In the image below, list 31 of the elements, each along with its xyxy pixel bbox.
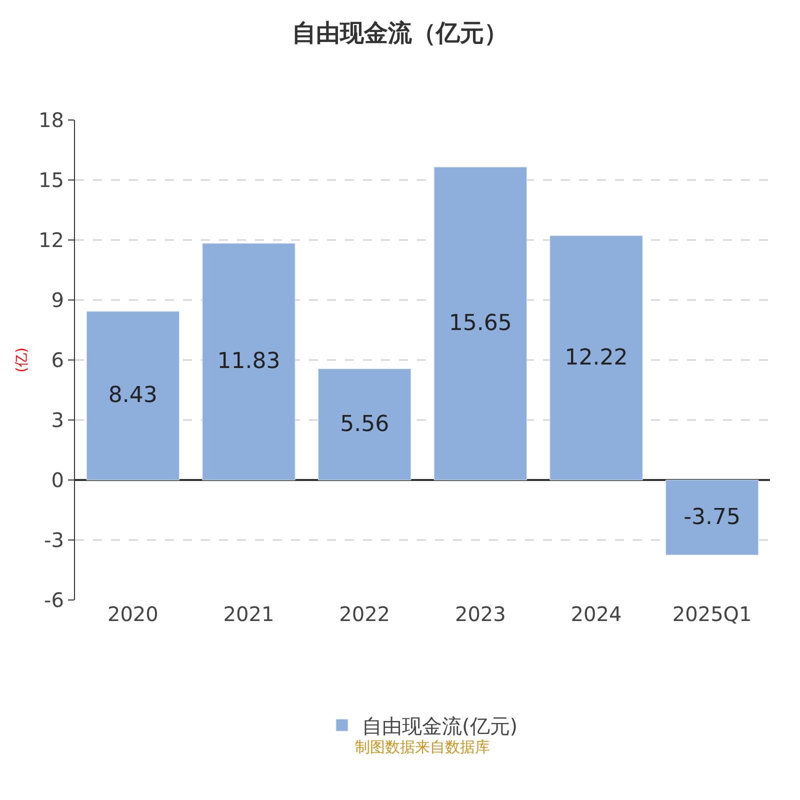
y-axis-title: (亿) xyxy=(14,348,30,372)
bar xyxy=(434,166,527,480)
y-tick-label: -3 xyxy=(44,528,64,552)
bar xyxy=(202,243,296,480)
chart-title: 自由现金流（亿元） xyxy=(292,18,508,47)
data-label: 11.83 xyxy=(217,349,280,374)
bar xyxy=(666,480,759,556)
x-tick-label: 2020 xyxy=(107,602,158,626)
data-label: 8.43 xyxy=(108,383,158,408)
x-tick-label: 2022 xyxy=(339,602,390,626)
text: 制图数据来自数据库 xyxy=(355,738,490,756)
y-tick-label: 18 xyxy=(38,108,64,132)
x-tick-label: 2021 xyxy=(223,602,274,626)
y-tick-label: 3 xyxy=(51,408,64,432)
y-tick-label: 9 xyxy=(51,288,64,312)
bar xyxy=(550,235,643,480)
x-tick-label: 2025Q1 xyxy=(672,602,752,626)
data-label: 5.56 xyxy=(340,412,390,437)
y-tick-label: -6 xyxy=(44,588,64,612)
data-label: -3.75 xyxy=(684,505,741,530)
y-tick-label: 12 xyxy=(38,228,64,252)
bar xyxy=(318,368,412,480)
y-tick-label: 0 xyxy=(51,468,64,492)
data-label: 15.65 xyxy=(448,311,512,336)
bar xyxy=(86,311,180,480)
data-label: 12.22 xyxy=(564,345,628,370)
y-tick-label: 15 xyxy=(38,168,64,192)
x-tick-label: 2023 xyxy=(454,602,506,626)
x-tick-label: 2024 xyxy=(570,602,622,626)
legend-label: 自由现金流(亿元) xyxy=(362,714,518,738)
y-tick-label: 6 xyxy=(51,348,64,372)
